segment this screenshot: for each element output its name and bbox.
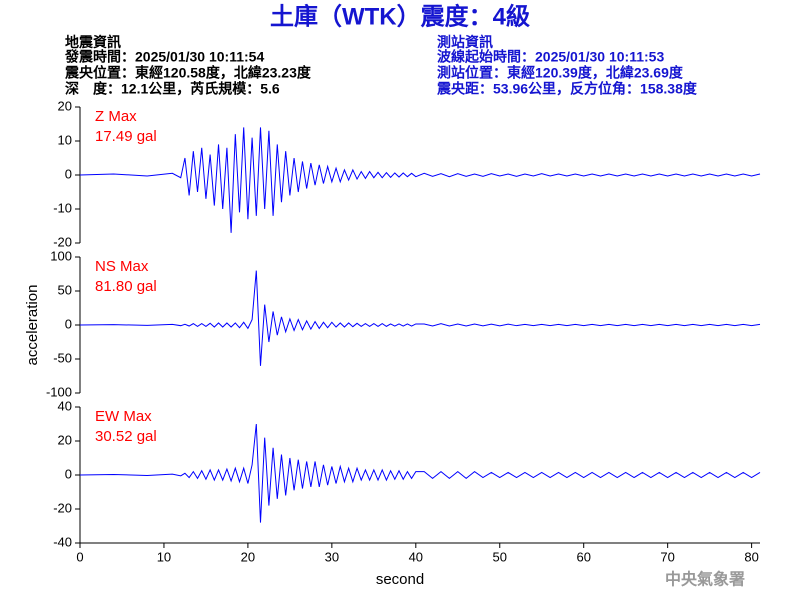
y-tick-label: -50 bbox=[53, 350, 72, 365]
y-tick-label: 20 bbox=[58, 98, 72, 113]
info-line: 震央位置：東經120.58度，北緯23.23度 bbox=[64, 65, 312, 81]
y-tick-label: -10 bbox=[53, 200, 72, 215]
y-tick-label: 20 bbox=[58, 432, 72, 447]
y-tick-label: 40 bbox=[58, 398, 72, 413]
y-tick-label: 10 bbox=[58, 132, 72, 147]
x-tick-label: 40 bbox=[409, 549, 423, 564]
footer: 中央氣象署 bbox=[665, 570, 745, 589]
max-label: NS Max bbox=[95, 258, 149, 275]
event-info: 地震資訊 發震時間：2025/01/30 10:11:54 震央位置：東經120… bbox=[64, 34, 312, 97]
x-tick-label: 20 bbox=[241, 549, 255, 564]
max-label: Z Max bbox=[95, 108, 137, 125]
waveform bbox=[79, 423, 761, 523]
waveform bbox=[79, 270, 761, 366]
x-tick-label: 70 bbox=[660, 549, 674, 564]
x-tick-label: 80 bbox=[744, 549, 758, 564]
x-tick-label: 50 bbox=[493, 549, 507, 564]
x-axis-label: second bbox=[376, 571, 424, 588]
y-tick-label: -20 bbox=[53, 500, 72, 515]
info-line: 波線起始時間：2025/01/30 10:11:53 bbox=[437, 49, 664, 65]
y-tick-label: -100 bbox=[46, 384, 72, 399]
x-tick-label: 0 bbox=[76, 549, 83, 564]
y-axis-label: acceleration bbox=[24, 285, 41, 366]
y-tick-label: -40 bbox=[53, 534, 72, 549]
y-tick-label: 0 bbox=[65, 316, 72, 331]
max-label: 17.49 gal bbox=[95, 128, 157, 145]
max-label: 30.52 gal bbox=[95, 428, 157, 445]
info-line: 測站資訊 bbox=[437, 34, 493, 51]
station-info: 測站資訊 波線起始時間：2025/01/30 10:11:53 測站位置：東經1… bbox=[436, 34, 698, 97]
max-label: 81.80 gal bbox=[95, 278, 157, 295]
y-tick-label: 0 bbox=[65, 166, 72, 181]
y-tick-label: -20 bbox=[53, 234, 72, 249]
y-tick-label: 100 bbox=[50, 248, 72, 263]
info-line: 震央距：53.96公里，反方位角：158.38度 bbox=[436, 81, 698, 97]
title: 土庫（WTK）震度：4級 bbox=[270, 2, 530, 30]
y-tick-label: 0 bbox=[65, 466, 72, 481]
max-label: EW Max bbox=[95, 408, 152, 425]
info-line: 發震時間：2025/01/30 10:11:54 bbox=[64, 49, 264, 65]
x-tick-label: 60 bbox=[576, 549, 590, 564]
y-tick-label: 50 bbox=[58, 282, 72, 297]
waveform bbox=[79, 127, 761, 233]
x-tick-label: 10 bbox=[157, 549, 171, 564]
info-line: 深 度：12.1公里，芮氏規模：5.6 bbox=[65, 81, 280, 97]
info-line: 地震資訊 bbox=[65, 34, 121, 51]
x-tick-label: 30 bbox=[325, 549, 339, 564]
info-line: 測站位置：東經120.39度，北緯23.69度 bbox=[437, 65, 684, 81]
